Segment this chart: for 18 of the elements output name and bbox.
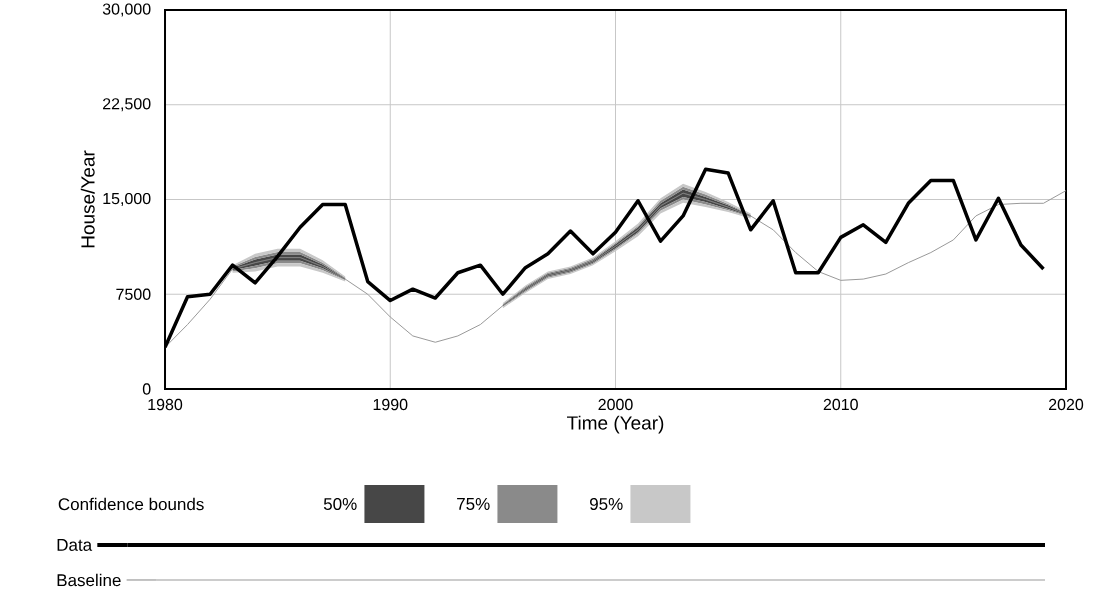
y-tick-label: 0 (142, 383, 151, 395)
y-tick-label: 15,000 (103, 192, 151, 207)
y-tick-label: 30,000 (102, 3, 151, 17)
x-tick-label: 1990 (373, 398, 408, 411)
y-tick-label: 22,500 (103, 98, 151, 112)
x-tick-label: 2010 (823, 398, 858, 411)
x-tick-label: 1980 (148, 398, 183, 411)
y-tick-label: 7500 (116, 288, 151, 300)
legend-label: 95% (590, 497, 623, 511)
x-tick-label: 2020 (1049, 398, 1084, 411)
legend-label: Data (57, 539, 93, 551)
legend-title: Confidence bounds (58, 497, 204, 511)
y-axis-title: House/Year (80, 150, 95, 248)
legend-label: 75% (457, 498, 490, 510)
x-axis-title: Time (Year) (567, 415, 664, 434)
legend-label: 50% (323, 497, 357, 511)
x-tick-label: 2000 (598, 398, 633, 411)
legend-label: Baseline (57, 573, 121, 587)
